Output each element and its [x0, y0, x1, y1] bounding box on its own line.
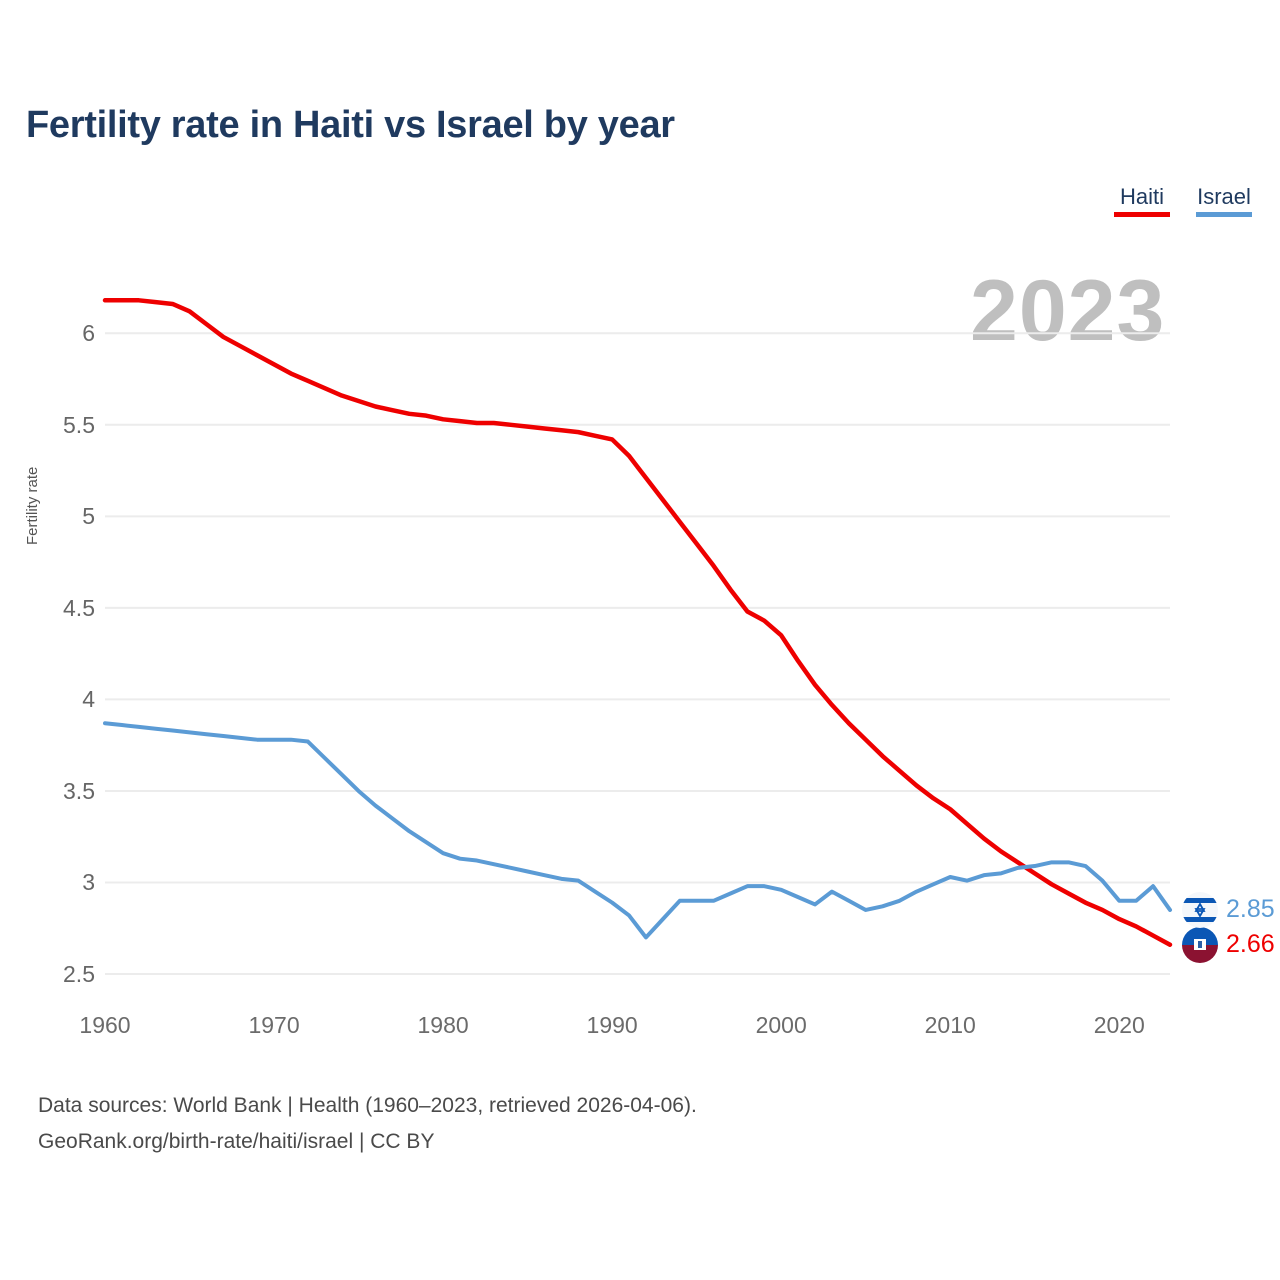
year-watermark: 2023	[970, 263, 1166, 359]
y-axis-tick-label: 5.5	[63, 411, 95, 438]
x-axis-tick-label: 2010	[924, 1012, 976, 1038]
end-value-israel: 2.85	[1226, 894, 1275, 923]
x-axis-tick-label: 1970	[248, 1012, 300, 1038]
legend-swatch-israel	[1196, 212, 1252, 217]
y-axis-tick-label: 4.5	[63, 594, 95, 621]
chart-legend: Haiti Israel	[1114, 185, 1252, 217]
y-axis-tick-label: 4	[82, 686, 95, 713]
page-title: Fertility rate in Haiti vs Israel by yea…	[26, 104, 675, 146]
end-value-haiti: 2.66	[1226, 929, 1275, 958]
series-line-haiti[interactable]	[102, 298, 1173, 947]
legend-swatch-haiti	[1114, 212, 1170, 217]
x-axis-tick-label: 2020	[1093, 1012, 1145, 1038]
x-axis-tick-label: 1960	[79, 1012, 131, 1038]
x-axis-tick-label: 2000	[755, 1012, 807, 1038]
y-axis-tick-label: 6	[82, 320, 95, 347]
footer-data-sources: Data sources: World Bank | Health (1960–…	[38, 1094, 697, 1117]
haiti-flag-icon	[1182, 926, 1218, 963]
y-axis-tick-label: 3	[82, 869, 95, 896]
y-axis-tick-label: 5	[82, 503, 95, 530]
israel-flag-icon	[1182, 891, 1218, 928]
footer-attribution: GeoRank.org/birth-rate/haiti/israel | CC…	[38, 1130, 435, 1153]
y-axis-tick-label: 3.5	[63, 777, 95, 804]
legend-item-haiti[interactable]: Haiti	[1114, 185, 1170, 217]
x-axis-tick-label: 1990	[586, 1012, 638, 1038]
legend-item-israel[interactable]: Israel	[1196, 185, 1252, 217]
chart-footer: Data sources: World Bank | Health (1960–…	[38, 1088, 697, 1160]
y-axis-tick-label: 2.5	[63, 961, 95, 988]
legend-label-haiti: Haiti	[1119, 184, 1164, 209]
legend-label-israel: Israel	[1197, 184, 1251, 209]
x-axis-tick-label: 1980	[417, 1012, 469, 1038]
series-line-israel[interactable]	[103, 721, 1172, 940]
